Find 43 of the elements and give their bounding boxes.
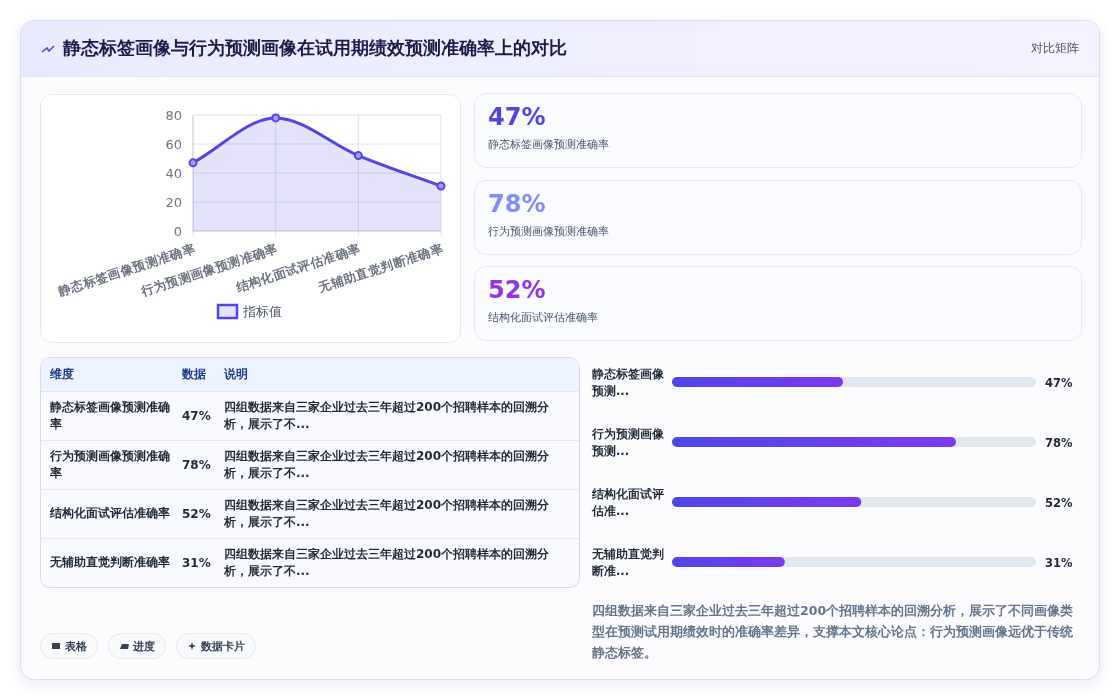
point <box>353 151 363 161</box>
text: 四组数据来自三家企业过去三年超过200个招聘样本的回溯分析，展示了不... <box>223 398 551 433</box>
text: 78% <box>182 457 211 472</box>
y-tick-label: 40 <box>165 165 182 181</box>
point <box>271 113 281 123</box>
text: 四组数据来自三家企业过去三年超过200个招聘样本的回溯分析，展示了不... <box>223 545 551 580</box>
text: 四组数据来自三家企业过去三年超过200个招聘样本的回溯分析，展示了不... <box>223 496 551 531</box>
data-label: 31% <box>1045 555 1073 570</box>
y-tick-label: 80 <box>165 107 182 123</box>
data-label: 78% <box>1045 435 1073 450</box>
category-label: 静态标签画像预测准确率 <box>488 137 609 152</box>
text: 47% <box>488 103 546 131</box>
text: 47% <box>182 408 211 423</box>
category-label: 静态标签画像预测准确率 <box>49 398 171 433</box>
text: 进度 <box>133 638 155 654</box>
text: 78% <box>488 189 546 218</box>
category-label: 行为预测画像预测准确率 <box>488 223 609 239</box>
data-label: 47% <box>1045 375 1073 390</box>
y-tick-label: 60 <box>165 136 182 152</box>
y-tick-label: 静态标签画像预测... <box>591 367 665 398</box>
text: 四组数据来自三家企业过去三年超过200个招聘样本的回溯分析，展示了不同画像类型在预测试用期绩效时的准确率差异，支撑本文核心论点：行为预测画像远优于传统静态标签。 <box>591 603 1074 660</box>
category-label: 无辅助直觉判断准确率 <box>49 554 171 572</box>
text: 数据卡片 <box>201 638 245 654</box>
y-tick-label: 行为预测画像预测... <box>591 427 665 458</box>
text: 31% <box>182 555 211 570</box>
y-tick-label: 20 <box>165 194 182 210</box>
category-label: 结构化面试评估准确率 <box>488 310 598 325</box>
legend-label: 指标值 <box>242 304 282 319</box>
bar <box>672 557 785 567</box>
point <box>188 158 198 168</box>
text: 对比矩阵 <box>1031 40 1079 57</box>
y-tick-label: 无辅助直觉判断准... <box>591 547 664 578</box>
y-tick-label: 结构化面试评估准... <box>591 487 664 518</box>
text: 表格 <box>65 638 87 654</box>
data-label: 52% <box>1045 495 1073 510</box>
text: 四组数据来自三家企业过去三年超过200个招聘样本的回溯分析，展示了不... <box>223 447 551 482</box>
y-tick-label: 0 <box>173 223 182 239</box>
category-label: 结构化面试评估准确率 <box>49 505 171 522</box>
point <box>436 181 446 191</box>
category-label: 行为预测画像预测准确率 <box>49 447 171 482</box>
chart-title: 静态标签画像与行为预测画像在试用期绩效预测准确率上的对比 <box>63 36 567 60</box>
text: 52% <box>182 506 211 521</box>
text: 52% <box>488 276 546 304</box>
